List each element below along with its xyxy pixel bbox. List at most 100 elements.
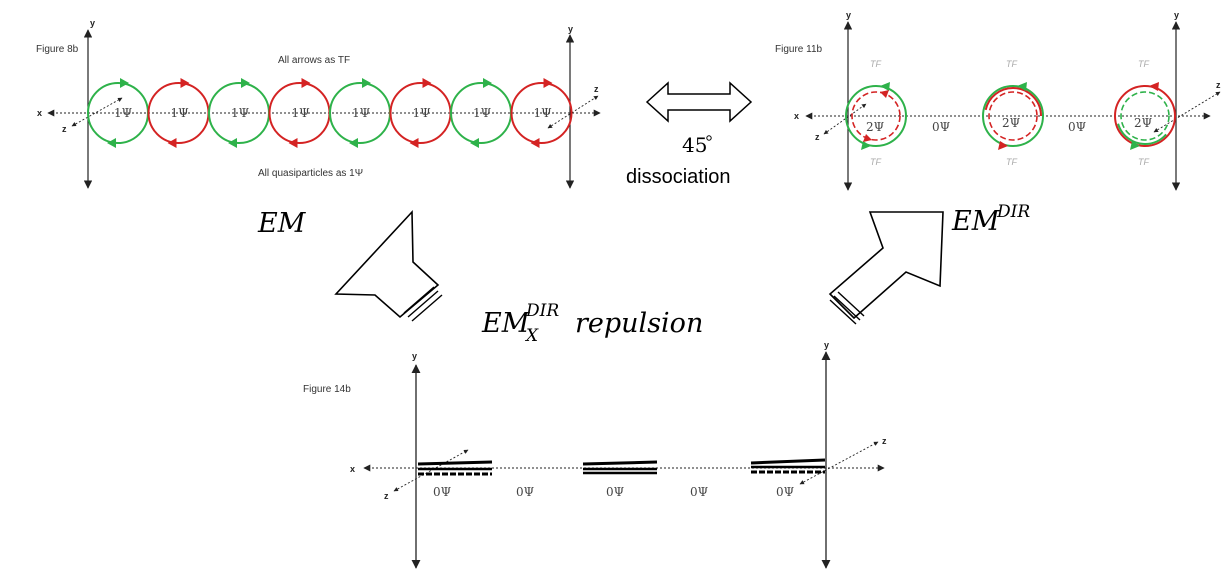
arrow-head-icon xyxy=(228,138,237,148)
degree-symbol-icon xyxy=(706,135,712,141)
z-axis-label-right: z xyxy=(1216,80,1221,90)
tf-label: TF xyxy=(1006,59,1017,69)
block-arrow-icon xyxy=(828,211,944,320)
arrow-head-icon xyxy=(543,78,553,88)
z-axis-right xyxy=(799,441,879,485)
flat-pair-2 xyxy=(582,460,658,475)
solid-bar xyxy=(750,458,826,465)
arrow-head-icon xyxy=(120,78,129,88)
psi-label: 1Ψ xyxy=(231,106,250,120)
y-axis-label-right: y xyxy=(1174,10,1179,20)
repulsion-subscript: X xyxy=(524,326,539,346)
psi-label: 2Ψ xyxy=(1134,116,1153,130)
arrow-head-icon xyxy=(483,78,492,88)
green-ring xyxy=(1116,87,1174,145)
figure-14b-title: Figure 14b xyxy=(303,384,351,395)
arrow-stripe xyxy=(407,290,439,318)
solid-bar xyxy=(417,460,493,466)
y-axis-label-left: y xyxy=(846,10,851,20)
arrow-head-icon xyxy=(107,138,116,148)
flat-pair-3 xyxy=(750,458,826,474)
arrow-head-icon xyxy=(530,138,540,148)
repulsion-superscript: DIR xyxy=(525,301,559,321)
z-axis-label-right: z xyxy=(882,436,887,446)
dissociation-group: 45 dissociation xyxy=(626,81,753,188)
psi-label: 1Ψ xyxy=(413,106,432,120)
tf-label: TF xyxy=(1138,59,1149,69)
psi-label: 0Ψ xyxy=(932,120,951,134)
psi-label: 0Ψ xyxy=(516,485,535,499)
green-ring xyxy=(982,85,1044,147)
arrow-head-icon xyxy=(861,141,871,150)
psi-label: 1Ψ xyxy=(171,106,190,120)
tf-label: TF xyxy=(870,59,881,69)
arrow-head-icon xyxy=(349,138,358,148)
angle-value: 45 xyxy=(682,133,707,157)
double-arrow-icon xyxy=(645,81,753,123)
z-axis-right xyxy=(1153,91,1221,133)
block-arrow-right xyxy=(828,211,944,325)
z-axis-label-left: z xyxy=(815,132,820,142)
red-dashed-ring xyxy=(988,91,1038,141)
figure-8b-circles: 1Ψ 1Ψ 1Ψ 1Ψ 1Ψ 1Ψ 1Ψ 1Ψ xyxy=(87,78,573,148)
psi-label: 0Ψ xyxy=(776,485,795,499)
x-axis-label: x xyxy=(350,464,355,474)
psi-label: 1Ψ xyxy=(473,106,492,120)
arrow-stripe xyxy=(403,286,435,314)
red-ring xyxy=(1114,85,1176,147)
y-axis-label-left: y xyxy=(90,18,95,28)
circle-pair-1 xyxy=(845,82,907,150)
psi-label: 1Ψ xyxy=(352,106,371,120)
arrow-head-icon xyxy=(241,78,250,88)
y-axis-label-right: y xyxy=(568,24,573,34)
psi-label: 0Ψ xyxy=(1068,120,1087,134)
z-axis-label-left: z xyxy=(384,491,389,501)
arrow-head-icon xyxy=(880,90,889,98)
psi-label: 1Ψ xyxy=(114,106,133,120)
arrow-head-icon xyxy=(1130,141,1140,150)
red-dashed-ring xyxy=(851,91,901,141)
figure-11b-title: Figure 11b xyxy=(775,44,823,55)
green-dashed-ring xyxy=(1120,91,1170,141)
arrow-head-icon xyxy=(362,78,371,88)
arrow-head-icon xyxy=(409,138,419,148)
y-axis-label-right: y xyxy=(824,340,829,350)
arrow-stripe xyxy=(833,295,861,321)
arrow-stripe xyxy=(837,291,865,317)
arrow-head-icon xyxy=(288,138,298,148)
em-dir-superscript: DIR xyxy=(996,202,1030,222)
x-axis-label: x xyxy=(794,111,799,121)
repulsion-label: EM DIR X repulsion xyxy=(481,301,703,346)
psi-label: 2Ψ xyxy=(866,120,885,134)
tf-label: TF xyxy=(1138,157,1149,167)
arrow-head-icon xyxy=(301,78,311,88)
figure-11b: Figure 11b y y x z z TF TF TF TF TF TF xyxy=(775,10,1221,191)
arrow-head-icon xyxy=(998,141,1008,150)
psi-label: 0Ψ xyxy=(606,485,625,499)
repulsion-word: repulsion xyxy=(575,308,703,339)
red-circle xyxy=(510,82,573,144)
tf-label: TF xyxy=(1006,157,1017,167)
psi-label: 1Ψ xyxy=(292,106,311,120)
figure-8b-title: Figure 8b xyxy=(36,44,79,55)
block-arrow-icon xyxy=(334,210,440,319)
arrow-stripe xyxy=(829,299,857,325)
z-axis-label-right: z xyxy=(594,84,599,94)
figure-8b-top-note: All arrows as TF xyxy=(278,55,350,66)
tf-label: TF xyxy=(870,157,881,167)
figure-8b-bottom-note: All quasiparticles as 1Ψ xyxy=(258,168,363,179)
psi-label: 2Ψ xyxy=(1002,116,1021,130)
y-axis-label-left: y xyxy=(412,351,417,361)
arrow-head-icon xyxy=(180,78,190,88)
em-dir-label: EM DIR xyxy=(951,202,1030,237)
dissociation-label: dissociation xyxy=(626,166,731,188)
block-arrow-left xyxy=(334,210,443,322)
repulsion-base: EM xyxy=(481,308,531,339)
psi-label: 0Ψ xyxy=(690,485,709,499)
z-axis-left xyxy=(393,449,469,492)
arrow-head-icon xyxy=(880,82,890,91)
z-axis-right xyxy=(547,95,599,129)
z-axis-label-left: z xyxy=(62,124,67,134)
arrow-head-icon xyxy=(1017,82,1027,91)
